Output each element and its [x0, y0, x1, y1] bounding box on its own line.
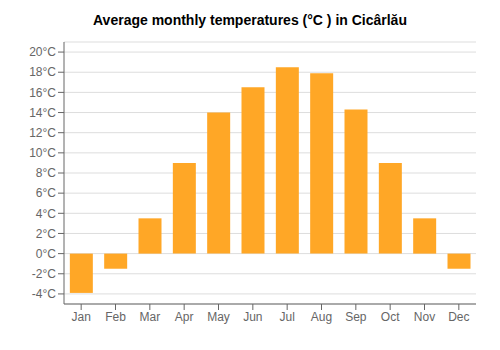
svg-text:Jul: Jul [279, 310, 294, 324]
svg-text:18°C: 18°C [29, 65, 56, 79]
svg-text:-2°C: -2°C [32, 267, 56, 281]
svg-text:Feb: Feb [105, 310, 126, 324]
svg-text:6°C: 6°C [36, 186, 56, 200]
svg-text:Nov: Nov [414, 310, 435, 324]
svg-text:4°C: 4°C [36, 207, 56, 221]
svg-text:10°C: 10°C [29, 146, 56, 160]
svg-text:12°C: 12°C [29, 126, 56, 140]
svg-text:Mar: Mar [139, 310, 160, 324]
svg-text:Sep: Sep [345, 310, 367, 324]
svg-text:0°C: 0°C [36, 247, 56, 261]
svg-text:May: May [207, 310, 230, 324]
svg-text:8°C: 8°C [36, 166, 56, 180]
svg-text:Aug: Aug [311, 310, 332, 324]
svg-text:2°C: 2°C [36, 227, 56, 241]
svg-text:Dec: Dec [448, 310, 469, 324]
svg-text:Jan: Jan [71, 310, 90, 324]
svg-text:-4°C: -4°C [32, 287, 56, 301]
svg-text:Jun: Jun [243, 310, 262, 324]
svg-text:Apr: Apr [175, 310, 194, 324]
svg-text:16°C: 16°C [29, 86, 56, 100]
svg-text:14°C: 14°C [29, 106, 56, 120]
html-text:Average monthly temperatures (: Average monthly temperatures (°C ) in Ci… [93, 12, 407, 28]
svg-text:Oct: Oct [381, 310, 400, 324]
svg-text:20°C: 20°C [29, 45, 56, 59]
